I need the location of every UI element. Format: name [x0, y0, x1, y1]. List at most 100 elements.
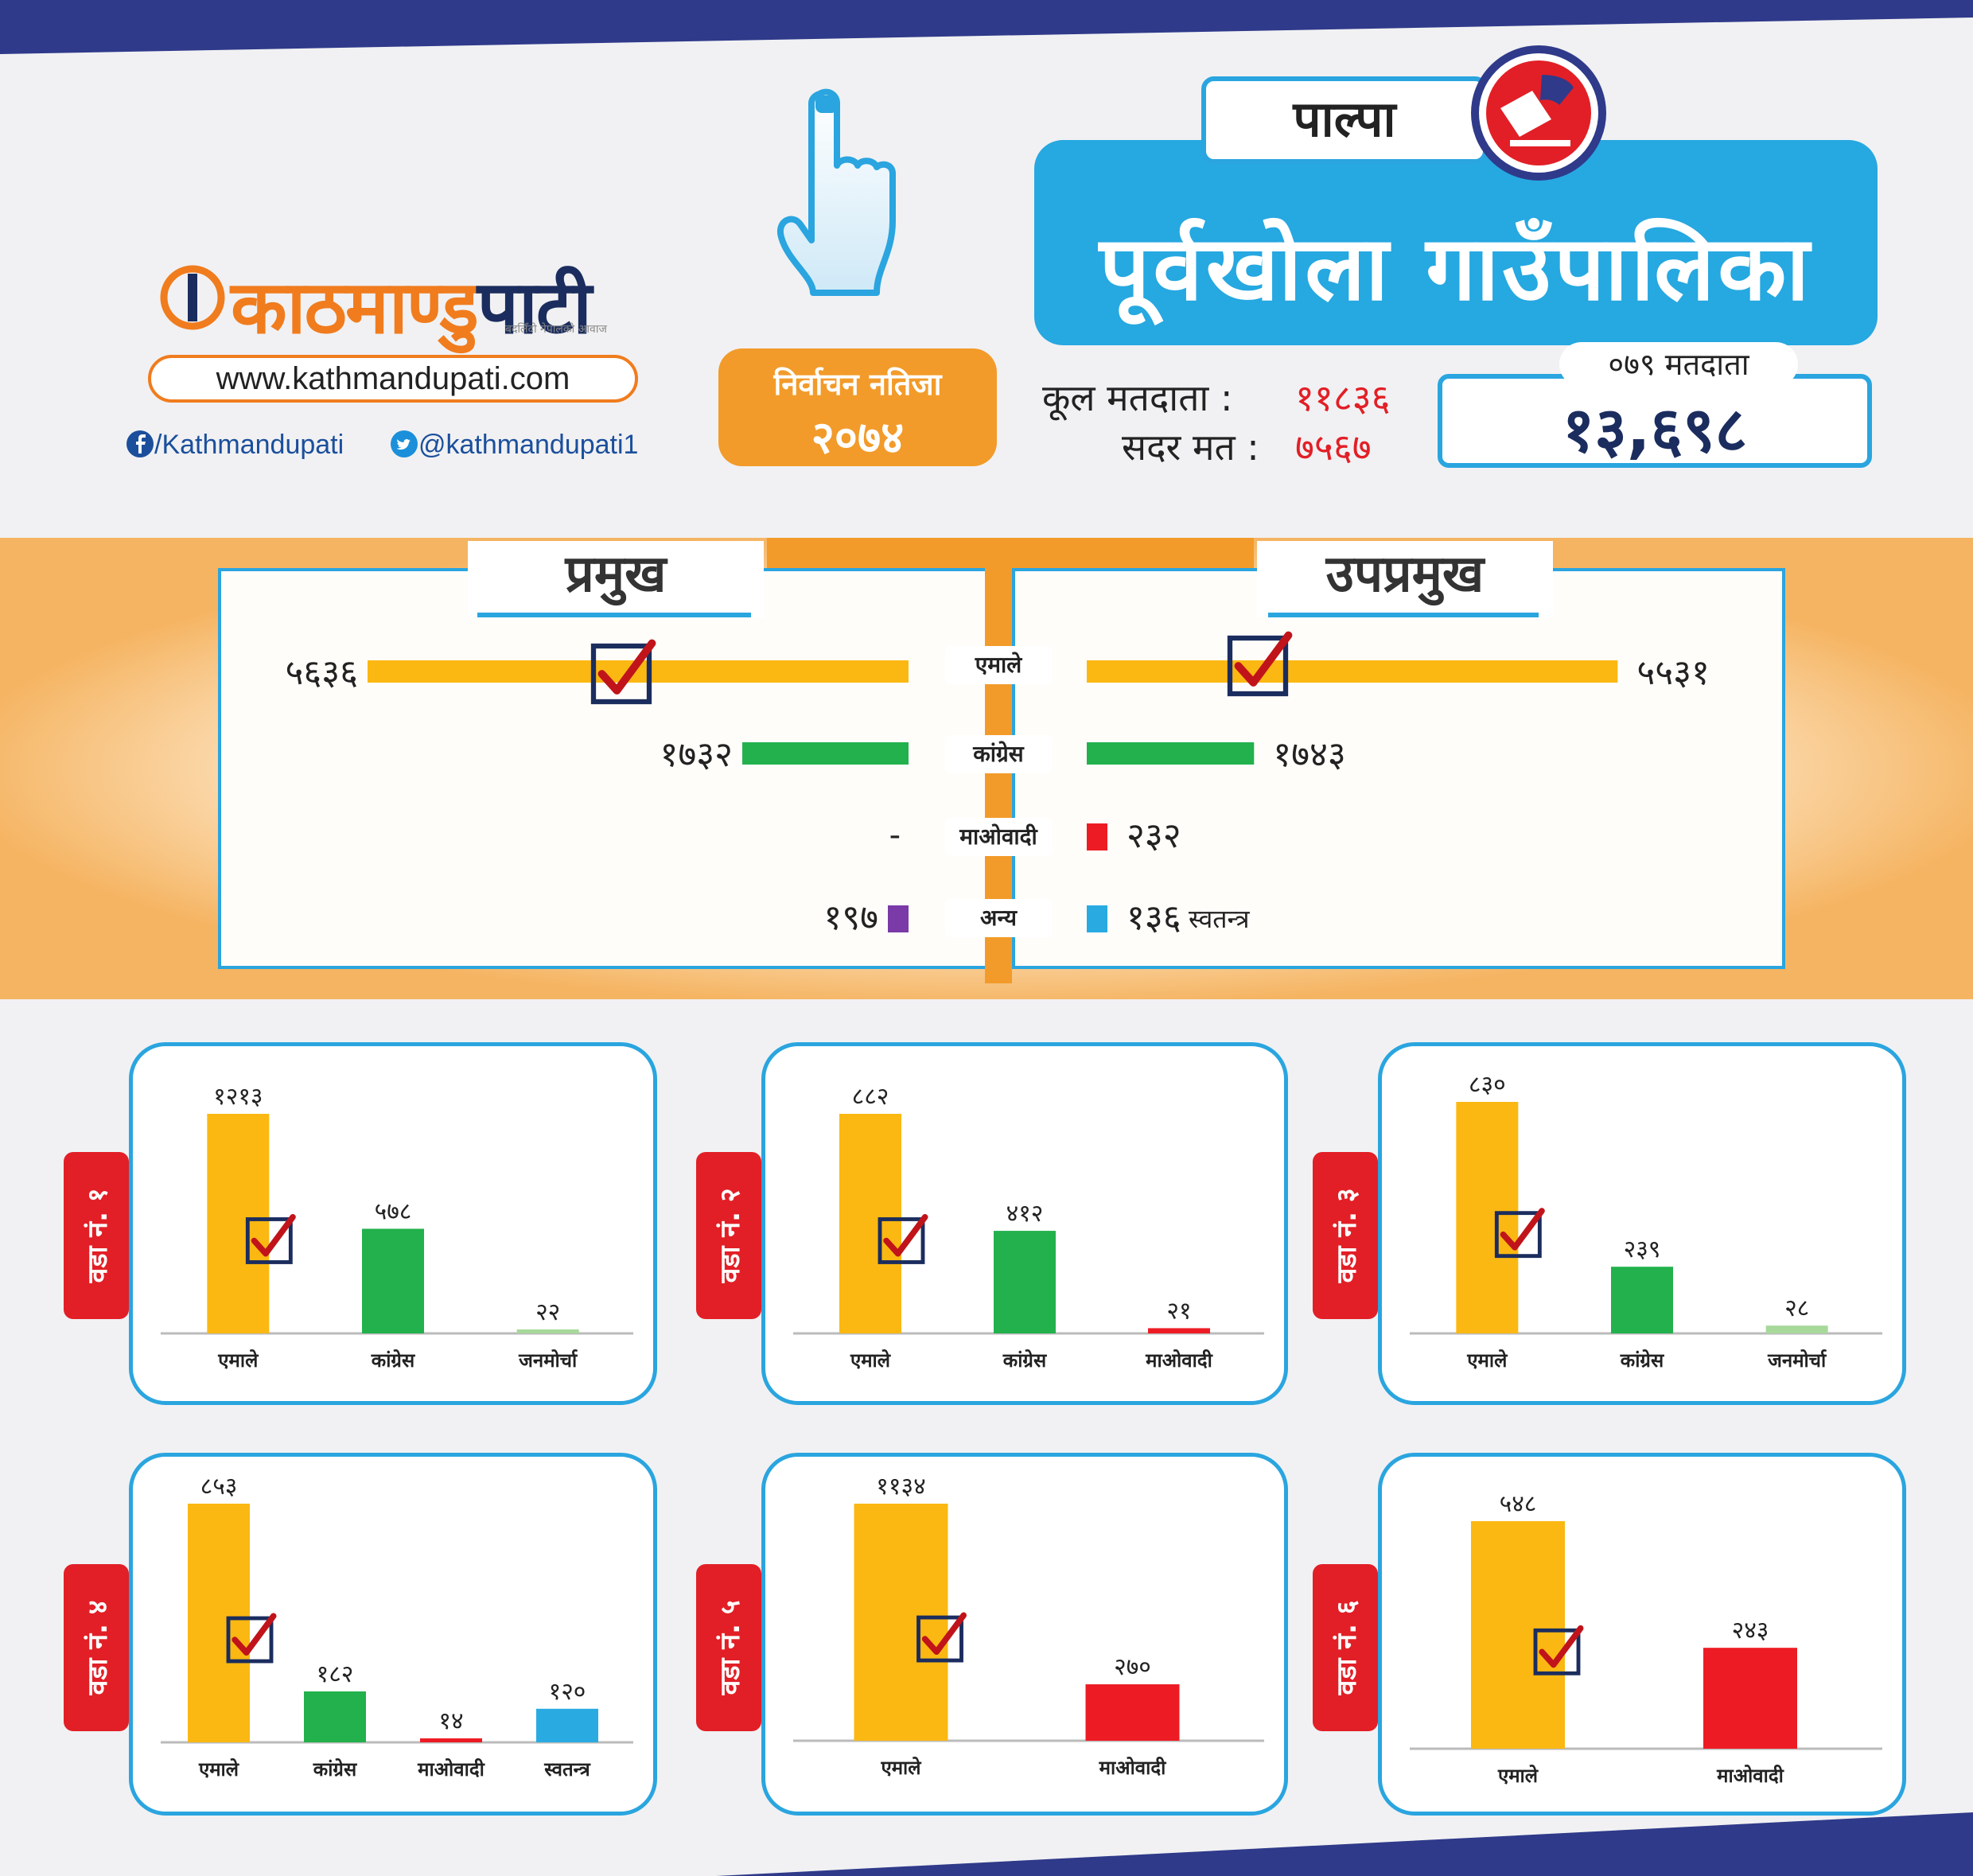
- valid-votes-label: सदर मत :: [1122, 426, 1259, 469]
- bottom-banner-strip: [0, 1812, 1973, 1876]
- mayor-label-2: -: [889, 817, 901, 854]
- ward4-cat-3: स्वतन्त्र: [543, 1758, 591, 1781]
- mayor-title: प्रमुख: [468, 541, 764, 617]
- mayor-winner-check-mark: [597, 639, 656, 695]
- ward6-winner-check: [1533, 1625, 1584, 1676]
- ward6-bar-1: [1703, 1648, 1797, 1749]
- deputy-title: उपप्रमुख: [1257, 541, 1553, 617]
- deputy-title-underline: [1268, 613, 1539, 617]
- logo-tagline: बदलिँदो नेपालको आवाज: [505, 323, 607, 336]
- deputy-bar-1: [1087, 742, 1255, 765]
- ward-5-tab: वडा नं. ५: [696, 1564, 761, 1731]
- mayor-label-3: १९७: [823, 897, 878, 938]
- deputy-label-3: १३६: [1127, 897, 1181, 938]
- ward5-bar-1: [1085, 1684, 1180, 1741]
- ward2-value-2: २१: [1166, 1297, 1191, 1325]
- ward3-winner-check-mark: [1500, 1208, 1545, 1251]
- ward5-winner-check-box: [916, 1615, 963, 1663]
- ward4-cat-0: एमाले: [198, 1758, 240, 1781]
- facebook-link[interactable]: /Kathmandupati: [126, 430, 344, 461]
- ward4-cat-1: कांग्रेस: [313, 1758, 357, 1781]
- party-chip-maoist: माओवादी: [945, 818, 1052, 856]
- total-voters-value: ११८३६: [1295, 376, 1391, 419]
- party-chip-uml: एमाले: [945, 646, 1052, 684]
- deputy-label-1: १७४३: [1273, 734, 1346, 775]
- ward2-value-1: ४१२: [1006, 1200, 1044, 1228]
- ward-6-tab: वडा नं. ६: [1313, 1564, 1378, 1731]
- ward1-bar-2: [516, 1329, 579, 1333]
- ward1-winner-check: [245, 1214, 296, 1264]
- ward2-cat-0: एमाले: [850, 1349, 892, 1372]
- valid-votes-value: ७५६७: [1295, 426, 1372, 469]
- ward2-value-0: ८८२: [852, 1083, 889, 1111]
- ward-1-tab: वडा नं. १: [64, 1152, 129, 1319]
- badge-year: २०७४: [811, 412, 905, 464]
- ward2-cat-1: कांग्रेस: [1002, 1349, 1047, 1372]
- municipality-banner: [1034, 140, 1878, 345]
- facebook-icon: [126, 430, 154, 457]
- ward4-cat-2: माओवादी: [417, 1758, 484, 1781]
- ward6-winner-check-box: [1533, 1628, 1581, 1676]
- ward4-bar-1: [304, 1691, 366, 1742]
- ward5-cat-0: एमाले: [880, 1757, 922, 1779]
- twitter-link[interactable]: @kathmandupati1: [390, 430, 638, 461]
- mayor-title-underline: [477, 613, 751, 617]
- ward5-value-1: २७०: [1114, 1653, 1151, 1681]
- ward4-value-1: १८२: [317, 1660, 354, 1688]
- deputy-label-2: २३२: [1127, 815, 1181, 856]
- ward5-cat-1: माओवादी: [1099, 1757, 1166, 1779]
- mayor-label-1: १७३२: [660, 734, 733, 775]
- ward4-bar-0: [188, 1504, 250, 1742]
- voters-079-label: ०७९ मतदाता: [1559, 342, 1798, 387]
- ward2-winner-check: [878, 1214, 928, 1264]
- ward6-cat-1: माओवादी: [1716, 1765, 1784, 1787]
- ward1-winner-check-mark: [251, 1214, 296, 1257]
- ward4-winner-check-mark: [232, 1613, 277, 1656]
- ward1-cat-2: जनमोर्चा: [518, 1349, 578, 1372]
- deputy-winner-check-box: [1227, 635, 1289, 697]
- voting-finger-icon: [776, 88, 896, 296]
- ward3-value-1: २३९: [1624, 1236, 1661, 1263]
- ward3-bar-2: [1765, 1325, 1828, 1333]
- ward3-bar-0: [1456, 1102, 1519, 1333]
- ward4-bar-3: [536, 1708, 598, 1742]
- ward2-cat-2: माओवादी: [1145, 1349, 1212, 1372]
- ward-5-card: [761, 1453, 1288, 1816]
- mayor-winner-check: [590, 639, 656, 705]
- twitter-handle: @kathmandupati1: [418, 430, 639, 460]
- election-result-badge: निर्वाचन नतिजा २०७४: [718, 348, 997, 466]
- ward4-value-2: १४: [438, 1707, 463, 1735]
- ward6-bar-0: [1471, 1521, 1565, 1749]
- deputy-bar-3: [1087, 905, 1107, 932]
- ward5-winner-check: [916, 1612, 967, 1663]
- ward3-cat-2: जनमोर्चा: [1767, 1349, 1827, 1372]
- total-voters-label: कूल मतदाता :: [1042, 376, 1233, 419]
- ward2-bar-2: [1148, 1328, 1210, 1333]
- ward1-value-0: १२१३: [213, 1083, 263, 1111]
- ward3-bar-1: [1611, 1267, 1673, 1333]
- ward6-cat-0: एमाले: [1497, 1765, 1539, 1787]
- party-chip-congress: कांग्रेस: [945, 735, 1052, 773]
- mayor-label-0: ५६३६: [285, 652, 358, 693]
- top-banner-strip: [0, 0, 1973, 54]
- ward1-bar-0: [207, 1114, 270, 1333]
- ward6-winner-check-mark: [1539, 1625, 1584, 1668]
- voters-079-value: १३,६९८: [1562, 395, 1748, 466]
- ward3-value-2: २८: [1784, 1294, 1809, 1322]
- ward3-cat-1: कांग्रेस: [1620, 1349, 1664, 1372]
- logo-wordmark: काठमाण्डुपाटी: [231, 265, 592, 350]
- ward-6-card: [1378, 1453, 1906, 1816]
- ward3-winner-check: [1494, 1208, 1545, 1259]
- deputy-bar-2: [1087, 823, 1107, 850]
- ward2-winner-check-box: [878, 1217, 925, 1264]
- mayor-bar-1: [742, 742, 909, 765]
- ward5-winner-check-mark: [921, 1612, 967, 1656]
- party-chip-other: अन्य: [945, 899, 1052, 937]
- ward3-value-0: ८३०: [1469, 1071, 1506, 1099]
- ward2-winner-check-mark: [883, 1214, 928, 1257]
- ward4-value-0: ८५३: [200, 1473, 238, 1500]
- deputy-other-name: स्वतन्त्र: [1189, 904, 1251, 934]
- website-link[interactable]: www.kathmandupati.com: [148, 355, 638, 403]
- municipality-title: पूर्वखोला गाउँपालिका: [1099, 217, 1813, 321]
